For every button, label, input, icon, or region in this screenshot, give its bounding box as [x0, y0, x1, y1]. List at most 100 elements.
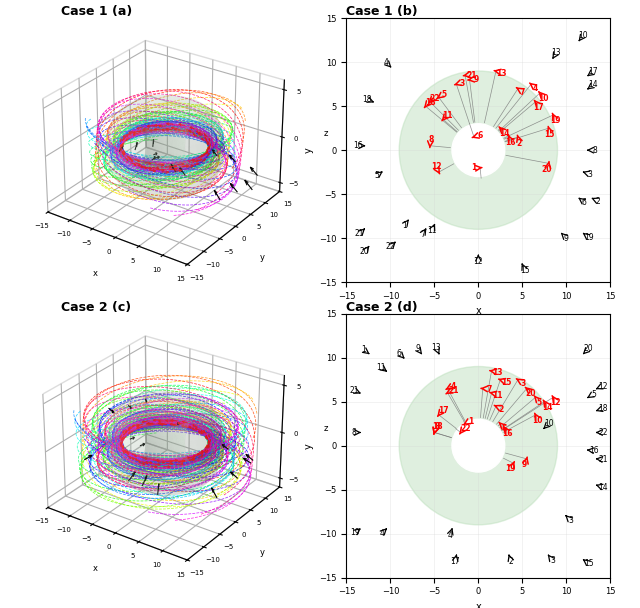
Text: 22: 22 [386, 243, 395, 251]
Text: 14: 14 [588, 80, 598, 89]
Text: 12: 12 [550, 398, 561, 407]
Text: 4: 4 [383, 58, 388, 67]
Text: 9: 9 [415, 344, 420, 353]
Text: 5: 5 [591, 390, 596, 398]
Text: 21: 21 [598, 455, 608, 464]
Text: 6: 6 [502, 424, 507, 433]
Text: 3: 3 [550, 556, 555, 565]
Text: 21: 21 [355, 229, 364, 238]
Text: 18: 18 [431, 423, 442, 431]
Text: 6: 6 [477, 131, 483, 140]
Text: 19: 19 [350, 528, 360, 537]
Text: 17: 17 [588, 67, 598, 76]
Text: 15: 15 [584, 559, 594, 568]
Text: 11: 11 [427, 226, 436, 235]
Text: 11: 11 [492, 391, 502, 399]
Text: 9: 9 [564, 233, 569, 243]
Text: 9: 9 [473, 75, 479, 85]
Text: 19: 19 [584, 233, 594, 242]
Text: 5: 5 [374, 171, 379, 180]
Text: 9: 9 [522, 460, 527, 469]
Text: 2: 2 [509, 557, 513, 566]
Text: 7: 7 [486, 385, 492, 395]
Circle shape [399, 367, 557, 525]
Text: 11: 11 [443, 111, 453, 120]
Text: 5: 5 [442, 90, 447, 99]
Text: Case 1 (a): Case 1 (a) [61, 5, 132, 18]
Text: 18: 18 [598, 404, 607, 413]
Text: 1: 1 [468, 416, 474, 426]
Text: 12: 12 [431, 162, 442, 171]
Text: 7: 7 [520, 88, 525, 97]
Text: 13: 13 [431, 343, 441, 352]
Text: 16: 16 [589, 446, 599, 455]
Text: 19: 19 [505, 464, 515, 473]
Circle shape [399, 71, 557, 229]
X-axis label: x: x [93, 269, 98, 278]
Text: 13: 13 [552, 48, 561, 57]
Text: 10: 10 [538, 94, 548, 103]
Text: 14: 14 [541, 403, 552, 412]
Text: 13: 13 [492, 368, 502, 378]
Text: 8: 8 [429, 135, 434, 144]
Text: 22: 22 [460, 424, 470, 432]
Text: 14: 14 [598, 483, 608, 492]
Text: 1: 1 [361, 345, 366, 354]
Text: 4: 4 [380, 529, 384, 538]
Text: 22: 22 [598, 428, 608, 437]
Text: 18: 18 [425, 97, 435, 106]
X-axis label: x: x [476, 306, 481, 316]
Circle shape [452, 124, 505, 176]
Text: 16: 16 [506, 139, 516, 148]
Text: 2: 2 [516, 139, 522, 148]
Text: 20: 20 [541, 165, 552, 174]
Text: 20: 20 [584, 345, 593, 353]
Text: 10: 10 [544, 420, 554, 428]
Text: 8: 8 [435, 423, 440, 431]
Text: 7: 7 [420, 230, 425, 239]
Text: Case 2 (c): Case 2 (c) [61, 301, 131, 314]
Text: 17: 17 [450, 557, 460, 566]
Y-axis label: y: y [260, 253, 265, 262]
Text: 16: 16 [502, 429, 513, 438]
Y-axis label: y: y [303, 147, 314, 153]
X-axis label: x: x [476, 602, 481, 608]
Text: 6: 6 [397, 349, 402, 358]
Text: 20: 20 [360, 247, 369, 257]
Text: 15: 15 [545, 130, 555, 139]
Text: 3: 3 [588, 170, 592, 179]
Text: 1: 1 [471, 163, 477, 172]
Text: 17: 17 [438, 406, 449, 415]
Text: 19: 19 [550, 116, 560, 125]
Text: 21: 21 [466, 71, 477, 80]
Text: 5: 5 [536, 398, 541, 407]
Text: 11: 11 [376, 363, 386, 371]
Text: 18: 18 [362, 95, 372, 104]
Text: 2: 2 [499, 405, 504, 414]
Text: 10: 10 [532, 416, 543, 425]
Text: 16: 16 [353, 141, 363, 150]
Text: 4: 4 [532, 85, 538, 93]
Text: 4: 4 [447, 531, 452, 539]
Text: 17: 17 [534, 103, 544, 111]
Text: 8: 8 [351, 428, 356, 437]
Text: 21: 21 [448, 386, 459, 395]
Text: 13: 13 [497, 69, 507, 78]
Text: Case 2 (d): Case 2 (d) [346, 301, 418, 314]
X-axis label: x: x [93, 564, 98, 573]
Y-axis label: y: y [260, 548, 265, 558]
Circle shape [452, 420, 505, 472]
Text: 2: 2 [596, 196, 601, 206]
Text: 20: 20 [525, 389, 536, 398]
Text: 3: 3 [568, 516, 573, 525]
Text: 15: 15 [520, 266, 530, 275]
Text: 21: 21 [349, 386, 359, 395]
Text: 22: 22 [429, 94, 440, 103]
Text: 10: 10 [579, 31, 588, 40]
Text: 14: 14 [499, 129, 509, 137]
Text: 8: 8 [592, 146, 597, 154]
Text: 1: 1 [402, 221, 406, 230]
Text: 12: 12 [598, 381, 607, 390]
Text: 12: 12 [474, 257, 483, 266]
Text: Case 1 (b): Case 1 (b) [346, 5, 418, 18]
